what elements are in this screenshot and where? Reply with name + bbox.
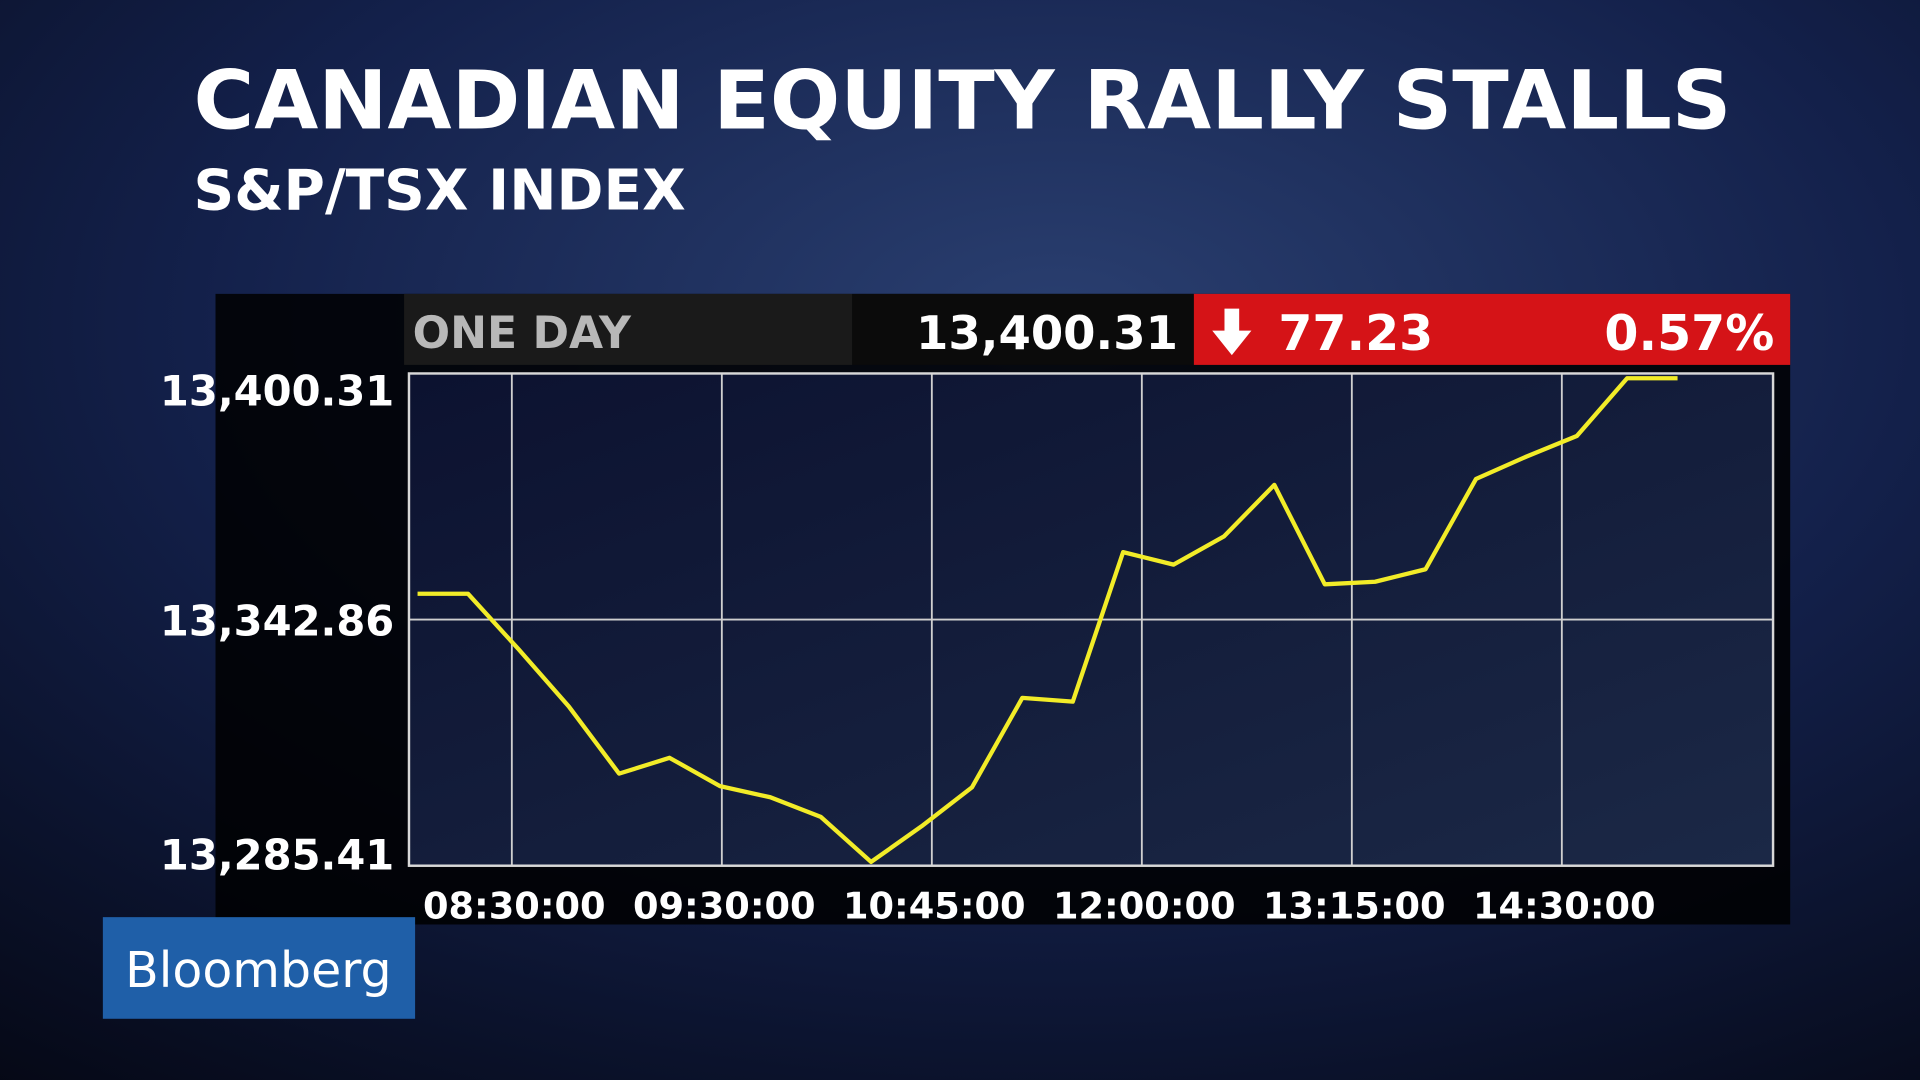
plot-border xyxy=(407,372,1775,867)
x-tick-label: 13:15:00 xyxy=(1263,884,1446,927)
change: 77.23 xyxy=(1278,305,1433,362)
y-tick-label: 13,400.31 xyxy=(160,366,394,415)
title: CANADIAN EQUITY RALLY STALLS xyxy=(193,55,1731,149)
logo: Bloomberg xyxy=(125,942,391,999)
x-tick-label: 12:00:00 xyxy=(1053,884,1236,927)
down-arrow xyxy=(1212,308,1252,356)
price-line xyxy=(417,376,1678,865)
y-tick-label: 13,342.86 xyxy=(160,597,394,646)
change-box xyxy=(1193,293,1791,365)
x-tick-label: 08:30:00 xyxy=(423,884,606,927)
last-box xyxy=(852,293,1194,365)
change-pct: 0.57% xyxy=(1604,305,1774,362)
period-box xyxy=(404,293,853,365)
x-tick-label: 10:45:00 xyxy=(843,884,1026,927)
last-value: 13,400.31 xyxy=(916,306,1178,360)
logo-box xyxy=(102,917,416,1019)
x-tick-label: 09:30:00 xyxy=(633,884,816,927)
subtitle: S&P/TSX INDEX xyxy=(193,158,685,223)
y-tick-label: 13,285.41 xyxy=(160,830,394,879)
x-tick-label: 14:30:00 xyxy=(1473,884,1656,927)
period: ONE DAY xyxy=(413,308,632,359)
